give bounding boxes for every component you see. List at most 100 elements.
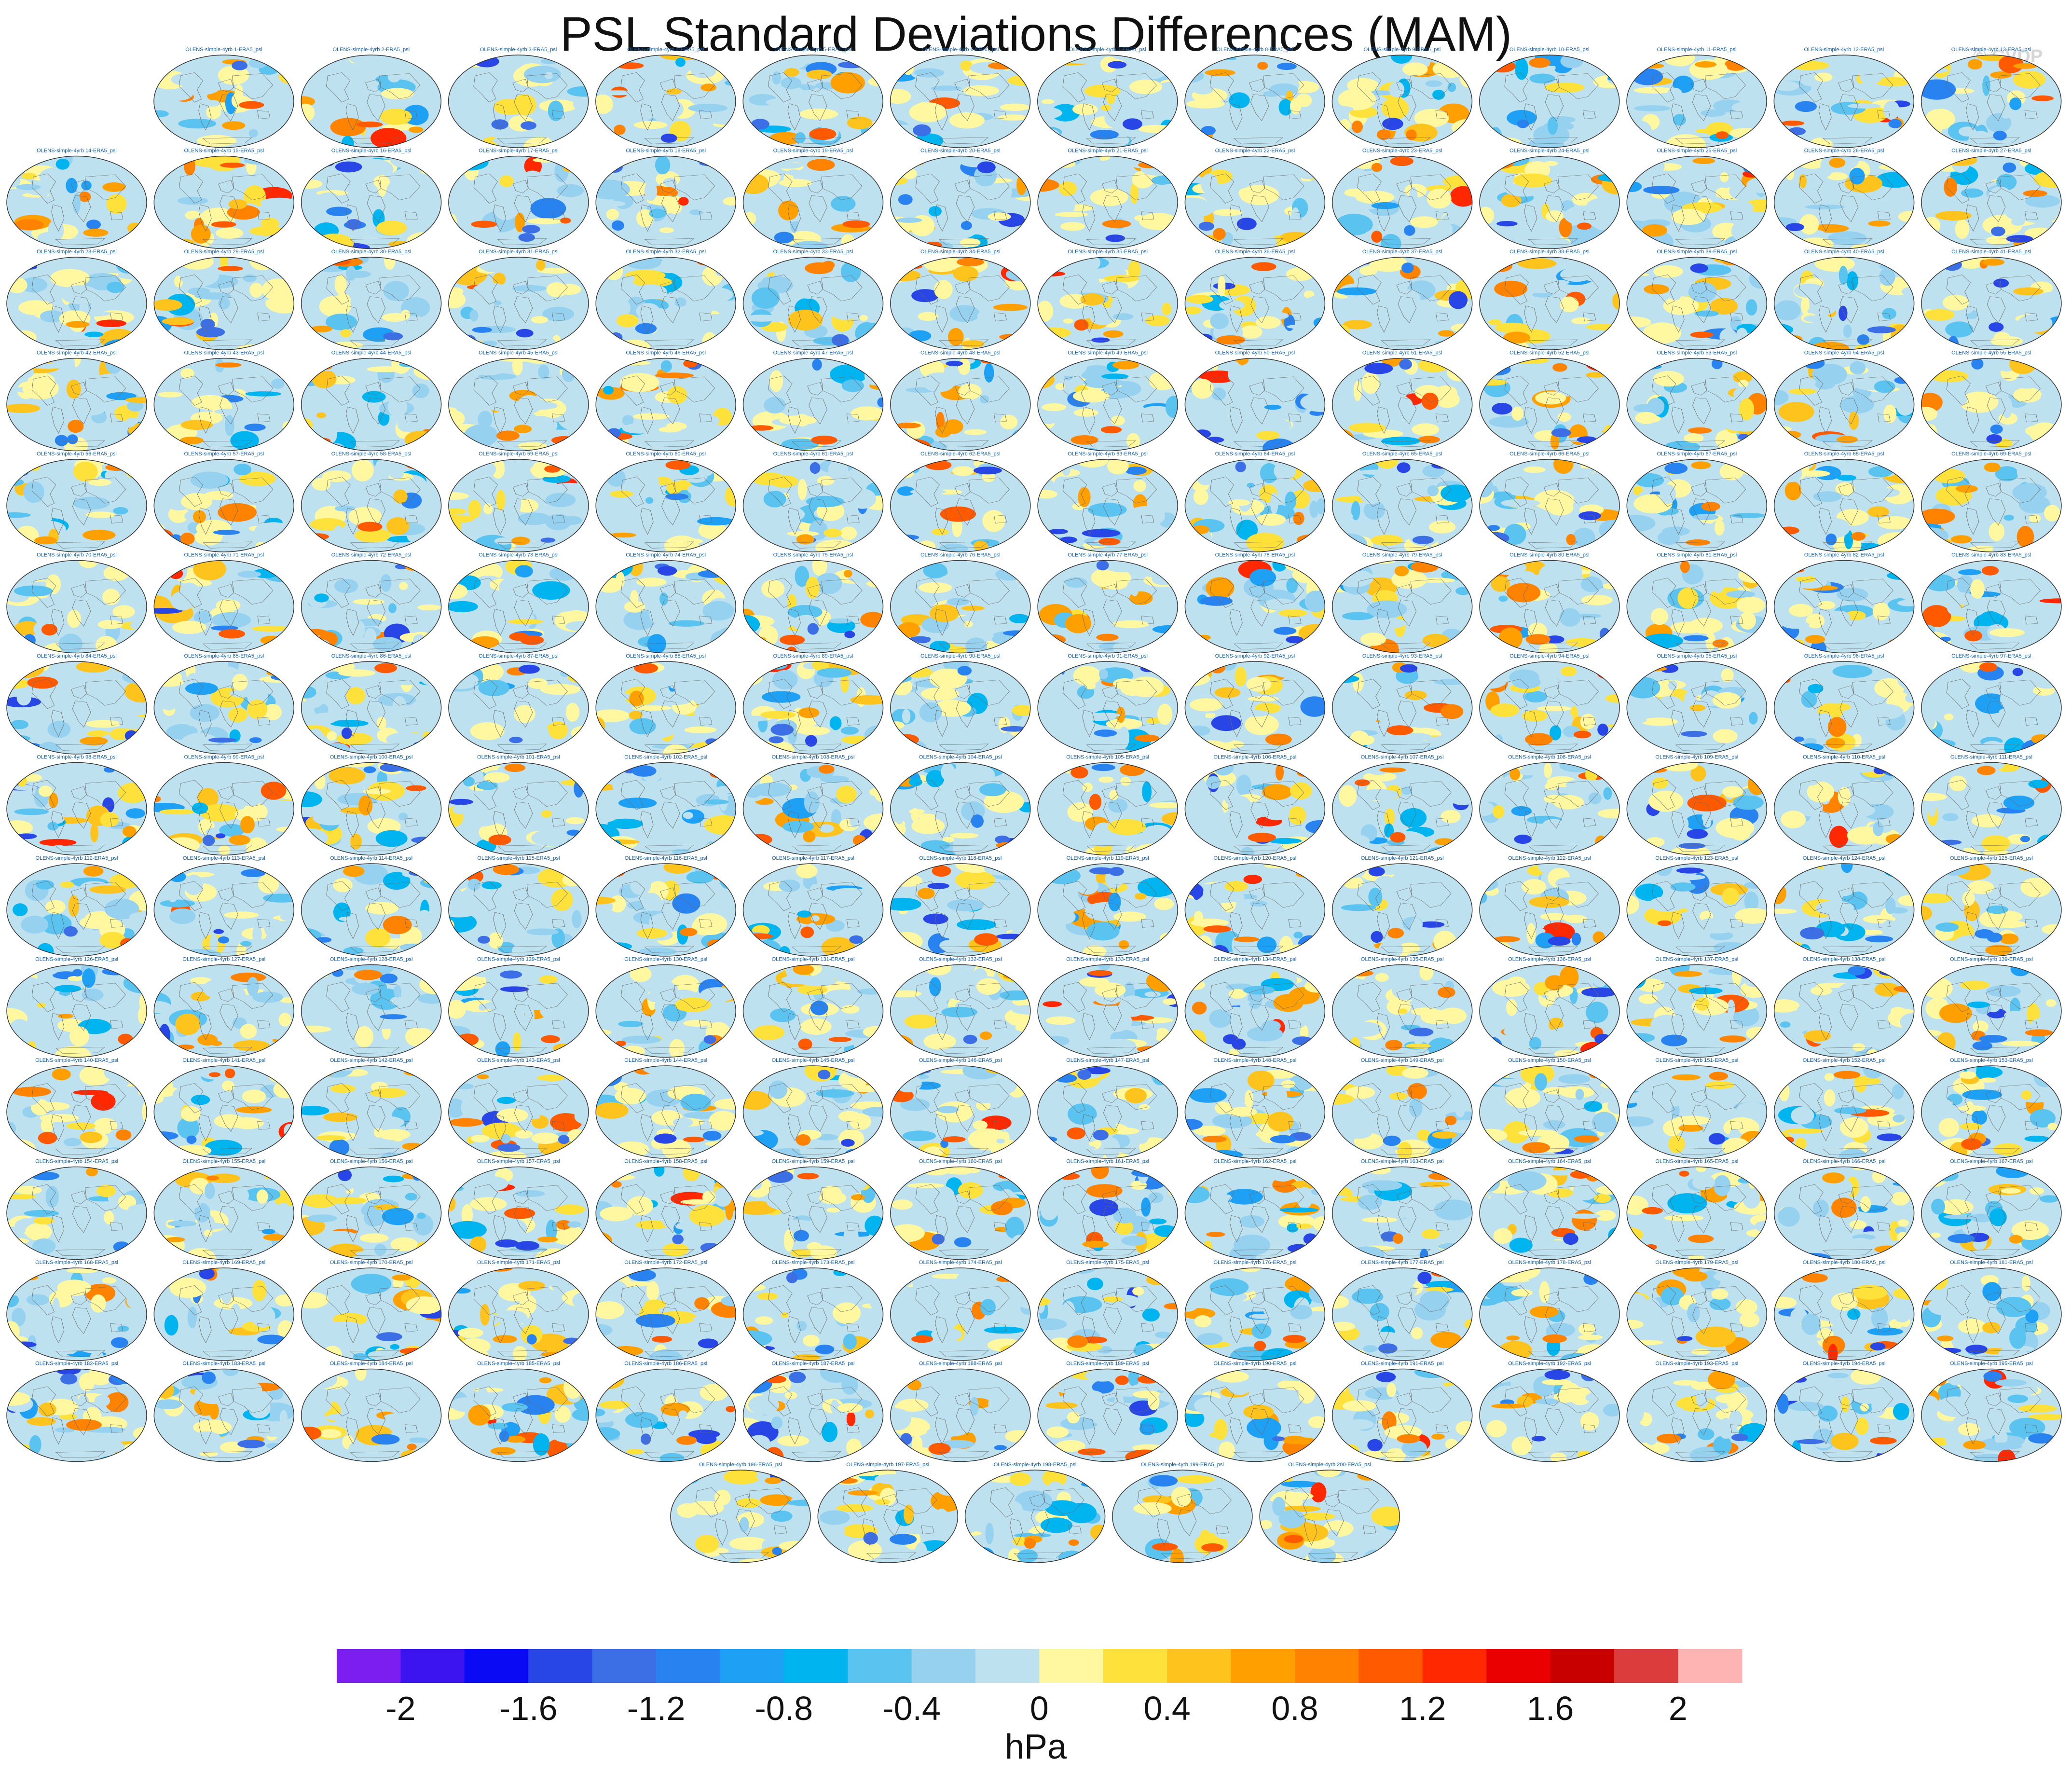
map-border [1773,1368,1915,1462]
panel-label: OLENS-simple-4yrb 167-ERA5_psl [1950,1159,2033,1165]
map-field [1038,1167,1178,1260]
map-panel: OLENS-simple-4yrb 109-ERA5_psl [1626,755,1768,856]
map-border [1921,55,2062,148]
map-field [1921,762,2061,855]
panel-label: OLENS-simple-4yrb 16-ERA5_psl [331,148,412,154]
map-panel: OLENS-simple-4yrb 92-ERA5_psl [1184,653,1326,755]
map-field [1037,55,1178,148]
map-panel: OLENS-simple-4yrb 33-ERA5_psl [742,249,884,350]
map-field [890,560,1030,653]
map-border [1773,964,1915,1058]
map-field [1185,1268,1325,1361]
map-panel: OLENS-simple-4yrb 11-ERA5_psl [1626,47,1767,148]
map-field [1038,964,1178,1058]
map-border [1184,964,1326,1058]
panel-label: OLENS-simple-4yrb 28-ERA5_psl [37,249,117,255]
map-panel: OLENS-simple-4yrb 15-ERA5_psl [153,148,295,249]
map-panel: OLENS-simple-4yrb 118-ERA5_psl [890,855,1031,957]
map-panel: OLENS-simple-4yrb 146-ERA5_psl [890,1058,1031,1159]
map-field [1921,257,2061,350]
map-field [1332,964,1472,1058]
map-panel: OLENS-simple-4yrb 38-ERA5_psl [1479,249,1620,350]
map-border [448,55,589,148]
map-field [1112,1470,1252,1563]
map-field [596,762,736,855]
panel-label: OLENS-simple-4yrb 69-ERA5_psl [1951,451,2031,457]
map-border [153,560,295,654]
map-field [154,661,294,754]
map-field [890,864,1030,956]
colorbar-box [464,1649,529,1683]
map-panel: OLENS-simple-4yrb 117-ERA5_psl [742,855,884,957]
map-border [1921,560,2062,654]
panel-label: OLENS-simple-4yrb 145-ERA5_psl [772,1058,855,1063]
map-panel: OLENS-simple-4yrb 167-ERA5_psl [1921,1159,2062,1260]
map-border [448,257,589,350]
map-border [742,459,884,552]
map-panel: OLENS-simple-4yrb 48-ERA5_psl [890,350,1031,452]
map-border [890,1368,1031,1462]
map-field [1038,661,1178,754]
map-border [1921,964,2062,1058]
map-border [595,1065,736,1159]
map-field [1627,1369,1767,1462]
map-panel: OLENS-simple-4yrb 35-ERA5_psl [1037,249,1178,350]
map-panel: OLENS-simple-4yrb 161-ERA5_psl [1037,1159,1178,1260]
panel-label: OLENS-simple-4yrb 78-ERA5_psl [1215,552,1295,558]
map-field [1480,560,1619,653]
panel-label: OLENS-simple-4yrb 189-ERA5_psl [1066,1361,1149,1367]
panel-label: OLENS-simple-4yrb 153-ERA5_psl [1950,1058,2033,1063]
panel-label: OLENS-simple-4yrb 171-ERA5_psl [477,1260,560,1265]
panel-label: OLENS-simple-4yrb 8-ERA5_psl [1216,47,1293,53]
colorbar-box [1358,1649,1423,1683]
map-panel: OLENS-simple-4yrb 110-ERA5_psl [1773,755,1915,856]
panel-label: OLENS-simple-4yrb 64-ERA5_psl [1215,451,1295,457]
map-border [301,1267,442,1361]
panel-label: OLENS-simple-4yrb 123-ERA5_psl [1655,855,1738,861]
map-panel: OLENS-simple-4yrb 177-ERA5_psl [1331,1260,1473,1361]
panel-label: OLENS-simple-4yrb 30-ERA5_psl [331,249,412,255]
map-panel: OLENS-simple-4yrb 77-ERA5_psl [1037,552,1178,654]
map-border [1184,358,1326,452]
map-panel: OLENS-simple-4yrb 93-ERA5_psl [1331,653,1473,755]
map-border [1331,661,1473,755]
map-panel: OLENS-simple-4yrb 160-ERA5_psl [890,1159,1031,1260]
map-field [301,661,441,754]
map-border [1037,762,1178,856]
panel-label: OLENS-simple-4yrb 106-ERA5_psl [1214,755,1297,760]
map-border [890,1065,1031,1159]
map-field [448,1167,589,1260]
panel-label: OLENS-simple-4yrb 181-ERA5_psl [1950,1260,2033,1265]
map-panel: OLENS-simple-4yrb 30-ERA5_psl [301,249,442,350]
map-panel: OLENS-simple-4yrb 165-ERA5_psl [1626,1159,1768,1260]
map-border [742,358,884,452]
map-border [1773,459,1915,552]
map-field [1627,864,1767,956]
map-border [1626,560,1768,654]
map-field [1627,1268,1767,1361]
map-border [6,762,147,856]
map-panel: OLENS-simple-4yrb 7-ERA5_psl [1037,47,1178,148]
panel-label: OLENS-simple-4yrb 179-ERA5_psl [1655,1260,1738,1265]
panel-label: OLENS-simple-4yrb 119-ERA5_psl [1067,855,1149,861]
map-field [1774,1066,1914,1158]
map-panel: OLENS-simple-4yrb 169-ERA5_psl [153,1260,295,1361]
map-field [301,257,441,350]
panel-label: OLENS-simple-4yrb 99-ERA5_psl [184,755,264,760]
map-field [1627,1167,1767,1260]
map-field [1185,358,1325,451]
map-panel: OLENS-simple-4yrb 17-ERA5_psl [448,148,589,249]
panel-label: OLENS-simple-4yrb 54-ERA5_psl [1804,350,1884,356]
map-border [890,863,1031,957]
map-border [1479,762,1620,856]
map-panel: OLENS-simple-4yrb 115-ERA5_psl [448,855,589,957]
map-panel: OLENS-simple-4yrb 80-ERA5_psl [1479,552,1620,654]
panel-label: OLENS-simple-4yrb 152-ERA5_psl [1803,1058,1886,1063]
map-panel: OLENS-simple-4yrb 138-ERA5_psl [1773,957,1915,1058]
panel-label: OLENS-simple-4yrb 187-ERA5_psl [772,1361,855,1367]
map-border [890,661,1031,755]
map-panel: OLENS-simple-4yrb 22-ERA5_psl [1184,148,1326,249]
map-border [1331,560,1473,654]
map-field [743,1167,883,1260]
map-panel: OLENS-simple-4yrb 98-ERA5_psl [6,755,147,856]
